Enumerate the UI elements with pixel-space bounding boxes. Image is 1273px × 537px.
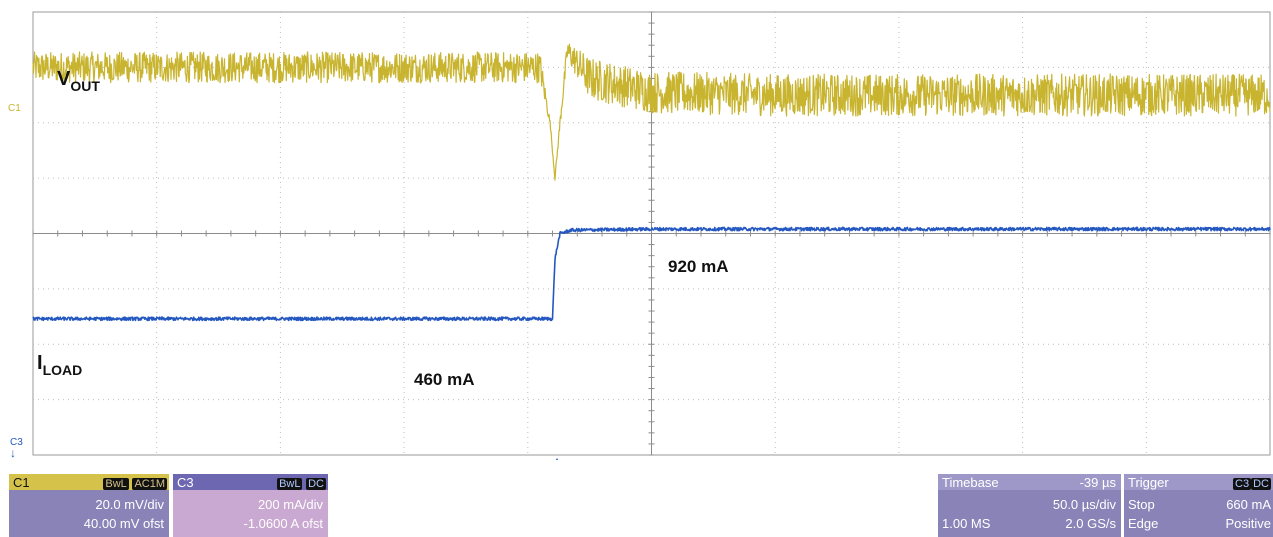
trace-c3 bbox=[32, 226, 1271, 322]
timebase-panel[interactable]: Timebase -39 µs 50.0 µs/div 1.00 MS 2.0 … bbox=[938, 474, 1121, 537]
c3-coupling-tag: DC bbox=[306, 478, 326, 490]
c3-channel-marker: C3 bbox=[10, 437, 23, 448]
c3-arrow-icon: ↓ bbox=[10, 446, 16, 460]
trigger-panel-header: Trigger C3 DC bbox=[1124, 474, 1273, 490]
vout-label-sub: OUT bbox=[70, 78, 100, 94]
timebase-samples: 1.00 MS bbox=[942, 516, 991, 531]
timebase-delay: -39 µs bbox=[1079, 475, 1116, 490]
iload-label: ILOAD bbox=[37, 352, 83, 378]
trigger-label: Trigger bbox=[1128, 475, 1169, 490]
c1-bwl-tag: BwL bbox=[103, 478, 129, 490]
c3-offset: -1.0600 A ofst bbox=[243, 516, 323, 531]
annotation-920ma: 920 mA bbox=[668, 257, 729, 276]
c1-panel-header: C1 BwL AC1M bbox=[9, 474, 169, 490]
timebase-rate: 2.0 GS/s bbox=[1065, 516, 1116, 531]
c1-channel-panel[interactable]: C1 BwL AC1M 20.0 mV/div 40.00 mV ofst bbox=[9, 474, 169, 537]
trigger-panel[interactable]: Trigger C3 DC Stop 660 mA Edge Positive bbox=[1124, 474, 1273, 537]
iload-label-sub: LOAD bbox=[42, 362, 83, 378]
timebase-scale: 50.0 µs/div bbox=[1052, 497, 1116, 512]
c1-coupling-tag: AC1M bbox=[132, 478, 167, 490]
trigger-level: 660 mA bbox=[1226, 497, 1271, 512]
grid bbox=[32, 11, 1271, 456]
c1-panel-tags: BwL AC1M bbox=[103, 475, 167, 490]
timebase-panel-header: Timebase -39 µs bbox=[938, 474, 1121, 490]
c3-panel-name: C3 bbox=[177, 475, 194, 490]
c3-bwl-tag: BwL bbox=[277, 478, 303, 490]
traces bbox=[32, 43, 1271, 322]
timebase-label: Timebase bbox=[942, 475, 999, 490]
trace-c1 bbox=[32, 43, 1271, 181]
c3-panel-tags: BwL DC bbox=[277, 475, 326, 490]
oscilloscope-display bbox=[32, 11, 1271, 460]
c1-panel-name: C1 bbox=[13, 475, 30, 490]
trigger-coupling-tag: DC bbox=[1251, 478, 1271, 490]
vout-label-main: V bbox=[57, 68, 71, 90]
c1-offset: 40.00 mV ofst bbox=[83, 516, 164, 531]
vout-label: VOUT bbox=[57, 68, 100, 94]
trigger-source-tag: C3 bbox=[1233, 478, 1252, 490]
annotation-460ma: 460 mA bbox=[414, 370, 475, 389]
trigger-slope: Positive bbox=[1225, 516, 1271, 531]
c1-scale: 20.0 mV/div bbox=[95, 497, 164, 512]
c1-channel-marker: C1 bbox=[8, 103, 21, 114]
c3-panel-header: C3 BwL DC bbox=[173, 474, 328, 490]
trigger-type: Edge bbox=[1128, 516, 1159, 531]
c3-channel-panel[interactable]: C3 BwL DC 200 mA/div -1.0600 A ofst bbox=[173, 474, 328, 537]
trigger-position-marker bbox=[555, 458, 559, 460]
trigger-state: Stop bbox=[1128, 497, 1155, 512]
c3-scale: 200 mA/div bbox=[257, 497, 323, 512]
trigger-tags: C3 DC bbox=[1233, 475, 1271, 490]
iload-label-main: I bbox=[37, 352, 43, 374]
